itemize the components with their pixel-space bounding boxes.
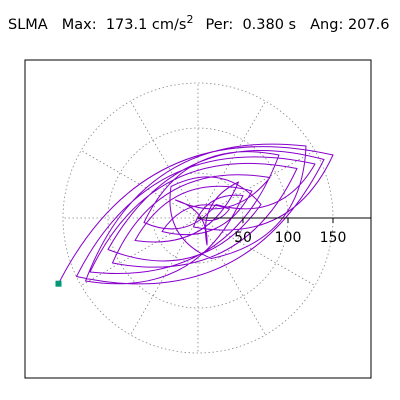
max-value: 173.1 cm/s bbox=[105, 17, 187, 33]
polar-spoke-30 bbox=[197, 150, 316, 219]
polar-spoke-240 bbox=[130, 217, 199, 336]
chart-header: SLMA Max: 173.1 cm/s2 Per: 0.380 s Ang: 207… bbox=[8, 14, 390, 33]
polar-spoke-300 bbox=[197, 217, 266, 336]
x-tick-label-100: 100 bbox=[275, 230, 302, 246]
polar-spoke-330 bbox=[197, 217, 316, 286]
angle-label: Ang: bbox=[310, 17, 344, 33]
horizontal-axis: 50 100 150 bbox=[198, 217, 371, 246]
x-tick-label-150: 150 bbox=[320, 230, 347, 246]
plot-frame bbox=[24, 59, 372, 379]
start-marker-layer bbox=[55, 280, 62, 287]
angle-value: 207.6 bbox=[347, 17, 390, 33]
polar-spoke-150 bbox=[80, 150, 199, 219]
start-marker bbox=[55, 280, 62, 287]
polar-spoke-120 bbox=[130, 100, 199, 219]
orbit-trace bbox=[58, 143, 334, 285]
orbit-trace-layer bbox=[58, 143, 334, 285]
max-unit-exponent: 2 bbox=[186, 13, 194, 26]
station-code: SLMA bbox=[8, 17, 48, 33]
polar-spoke-60 bbox=[197, 100, 266, 219]
period-label: Per: bbox=[205, 17, 234, 33]
max-label: Max: bbox=[61, 17, 97, 33]
polar-spoke-210 bbox=[80, 217, 199, 286]
period-value: 0.380 s bbox=[242, 17, 297, 33]
x-tick-label-50: 50 bbox=[234, 230, 252, 246]
